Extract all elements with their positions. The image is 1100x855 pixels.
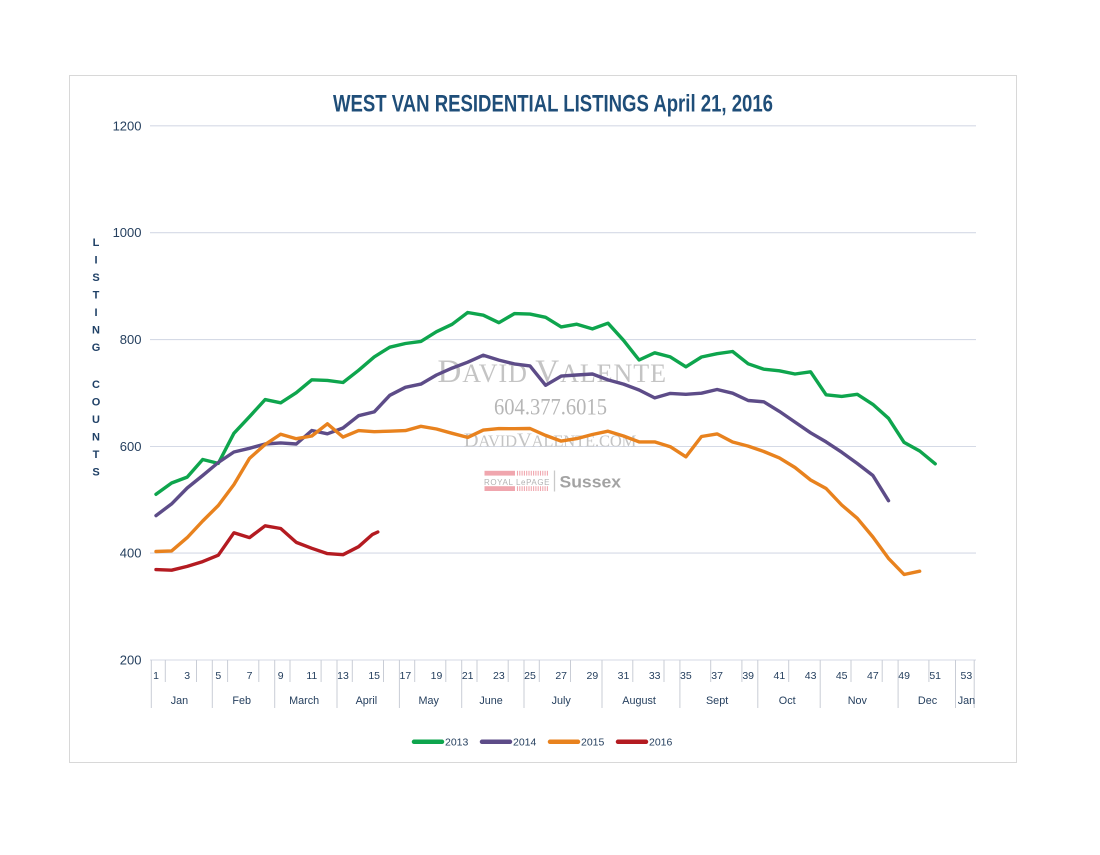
svg-text:U: U — [92, 414, 100, 426]
svg-text:604.377.6015: 604.377.6015 — [494, 395, 607, 421]
svg-text:31: 31 — [618, 670, 630, 682]
svg-text:800: 800 — [120, 332, 142, 347]
svg-text:Sept: Sept — [706, 695, 728, 707]
svg-text:53: 53 — [961, 670, 973, 682]
svg-text:WEST VAN RESIDENTIAL LISTINGS: WEST VAN RESIDENTIAL LISTINGS April 21, … — [333, 91, 773, 118]
svg-text:June: June — [479, 695, 502, 707]
svg-text:2015: 2015 — [581, 737, 605, 749]
svg-text:Jan: Jan — [171, 695, 188, 707]
svg-text:15: 15 — [368, 670, 380, 682]
svg-text:45: 45 — [836, 670, 848, 682]
svg-text:Dec: Dec — [918, 695, 938, 707]
svg-text:1200: 1200 — [113, 118, 142, 133]
svg-text:Sussex: Sussex — [560, 474, 622, 492]
svg-text:13: 13 — [337, 670, 349, 682]
svg-text:2014: 2014 — [513, 737, 537, 749]
svg-text:I: I — [94, 307, 97, 319]
svg-text:S: S — [92, 467, 99, 479]
svg-text:T: T — [93, 449, 100, 461]
svg-text:Oct: Oct — [779, 695, 796, 707]
svg-text:March: March — [289, 695, 319, 707]
svg-text:N: N — [92, 325, 100, 337]
svg-text:T: T — [93, 290, 100, 302]
svg-text:July: July — [552, 695, 572, 707]
svg-text:35: 35 — [680, 670, 692, 682]
svg-text:Nov: Nov — [848, 695, 868, 707]
svg-text:33: 33 — [649, 670, 661, 682]
svg-text:17: 17 — [400, 670, 412, 682]
svg-text:29: 29 — [587, 670, 599, 682]
svg-text:C: C — [92, 379, 100, 391]
svg-text:I: I — [94, 255, 97, 267]
svg-text:N: N — [92, 432, 100, 444]
svg-text:April: April — [356, 695, 378, 707]
svg-text:400: 400 — [120, 546, 142, 561]
svg-text:43: 43 — [805, 670, 817, 682]
svg-text:47: 47 — [867, 670, 879, 682]
svg-text:49: 49 — [898, 670, 910, 682]
svg-text:600: 600 — [120, 439, 142, 454]
svg-text:41: 41 — [774, 670, 786, 682]
svg-text:3: 3 — [184, 670, 190, 682]
svg-text:Jan: Jan — [958, 695, 975, 707]
svg-text:39: 39 — [742, 670, 754, 682]
svg-text:1: 1 — [153, 670, 159, 682]
svg-text:21: 21 — [462, 670, 474, 682]
svg-text:ROYAL LePAGE: ROYAL LePAGE — [484, 478, 550, 487]
svg-text:Feb: Feb — [232, 695, 251, 707]
svg-text:37: 37 — [711, 670, 723, 682]
svg-text:5: 5 — [215, 670, 221, 682]
svg-text:27: 27 — [555, 670, 567, 682]
svg-text:19: 19 — [431, 670, 443, 682]
svg-text:L: L — [93, 237, 100, 249]
svg-text:23: 23 — [493, 670, 505, 682]
svg-text:2013: 2013 — [445, 737, 469, 749]
svg-text:9: 9 — [278, 670, 284, 682]
svg-text:2016: 2016 — [649, 737, 673, 749]
svg-text:200: 200 — [120, 653, 142, 668]
svg-text:May: May — [418, 695, 439, 707]
svg-text:7: 7 — [247, 670, 253, 682]
svg-text:S: S — [92, 272, 99, 284]
svg-text:August: August — [622, 695, 656, 707]
svg-text:51: 51 — [929, 670, 941, 682]
svg-text:25: 25 — [524, 670, 536, 682]
svg-text:11: 11 — [306, 670, 317, 682]
svg-text:O: O — [92, 397, 101, 409]
svg-text:G: G — [92, 342, 101, 354]
svg-text:1000: 1000 — [113, 225, 142, 240]
